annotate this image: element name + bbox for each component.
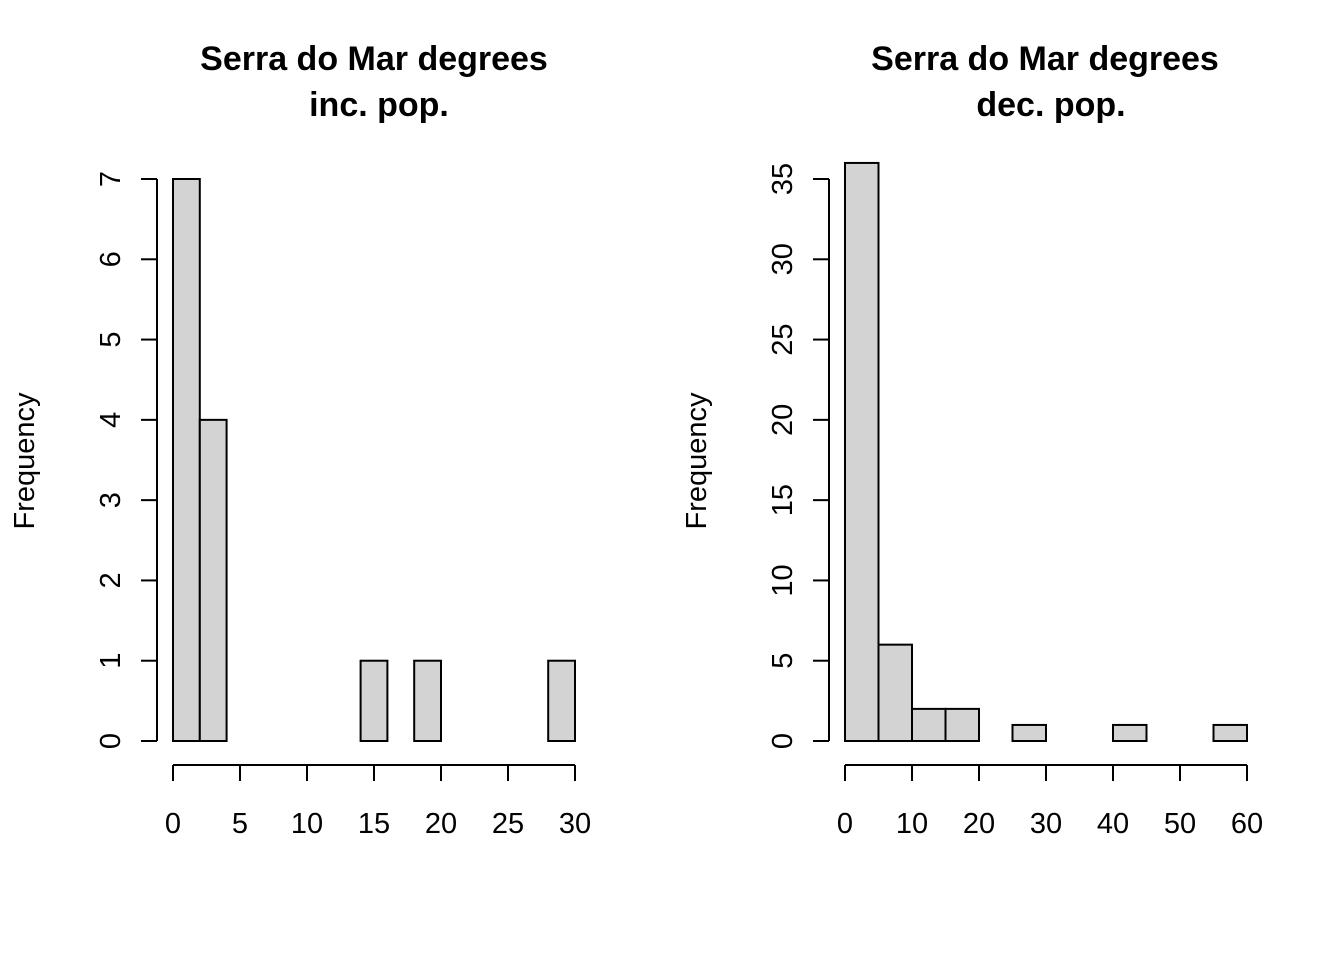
- y-tick-label: 5: [767, 653, 799, 669]
- x-tick-label: 20: [425, 808, 457, 840]
- x-tick-label: 5: [232, 808, 248, 840]
- histogram-bar: [547, 659, 577, 743]
- histogram-bar: [172, 178, 201, 742]
- x-tick-label: 0: [837, 808, 853, 840]
- x-tick-label: 60: [1231, 808, 1263, 840]
- chart-subtitle: dec. pop.: [976, 86, 1125, 124]
- histogram-panel-dec-pop: Serra do Mar degrees dec. pop. Frequency…: [681, 40, 1263, 840]
- x-tick-label: 10: [291, 808, 323, 840]
- histogram-bars: [844, 161, 1248, 743]
- y-tick-label: 35: [767, 163, 799, 195]
- y-axis-label: Frequency: [681, 392, 713, 530]
- y-tick-label: 7: [95, 171, 127, 187]
- histogram-bar: [198, 418, 228, 742]
- x-tick-label: 20: [963, 808, 995, 840]
- y-tick-label: 25: [767, 323, 799, 355]
- histogram-bar: [413, 659, 443, 743]
- y-tick-label: 10: [767, 564, 799, 596]
- y-tick-label: 15: [767, 484, 799, 516]
- x-tick-label: 50: [1164, 808, 1196, 840]
- histogram-bar: [1011, 723, 1047, 743]
- y-axis-label: Frequency: [9, 392, 41, 530]
- histogram-bar: [1212, 723, 1248, 743]
- histogram-bar: [359, 659, 389, 743]
- x-tick-label: 0: [165, 808, 181, 840]
- chart-subtitle: inc. pop.: [309, 86, 449, 124]
- chart-title: Serra do Mar degrees: [200, 40, 548, 78]
- x-axis: 0 10 20 30 40 50 60: [837, 764, 1263, 840]
- x-tick-label: 30: [1030, 808, 1062, 840]
- y-axis: 0 5 10 15 20 25 30 35: [767, 163, 830, 749]
- x-axis: 0 5 10 15 20 25 30: [165, 764, 591, 840]
- x-tick-label: 40: [1097, 808, 1129, 840]
- histogram-bar: [844, 161, 880, 742]
- y-tick-label: 6: [95, 251, 127, 267]
- y-tick-label: 0: [95, 733, 127, 749]
- x-tick-label: 10: [896, 808, 928, 840]
- x-tick-label: 25: [492, 808, 524, 840]
- histogram-panel-inc-pop: Serra do Mar degrees inc. pop. Frequency…: [9, 40, 591, 840]
- y-tick-label: 5: [95, 332, 127, 348]
- histogram-bar: [1112, 723, 1148, 743]
- x-tick-label: 30: [559, 808, 591, 840]
- y-tick-label: 3: [95, 492, 127, 508]
- y-tick-label: 30: [767, 243, 799, 275]
- y-tick-label: 20: [767, 404, 799, 436]
- chart-title: Serra do Mar degrees: [871, 40, 1219, 78]
- histogram-bar: [944, 707, 980, 743]
- histogram-bars: [172, 178, 577, 743]
- y-tick-label: 2: [95, 572, 127, 588]
- y-tick-label: 4: [95, 412, 127, 428]
- y-tick-label: 1: [95, 653, 127, 669]
- x-tick-label: 15: [358, 808, 390, 840]
- y-tick-label: 0: [767, 733, 799, 749]
- y-axis: 0 1 2 3 4 5 6 7: [95, 171, 158, 749]
- histogram-bar: [877, 643, 913, 743]
- histogram-bar: [911, 707, 947, 743]
